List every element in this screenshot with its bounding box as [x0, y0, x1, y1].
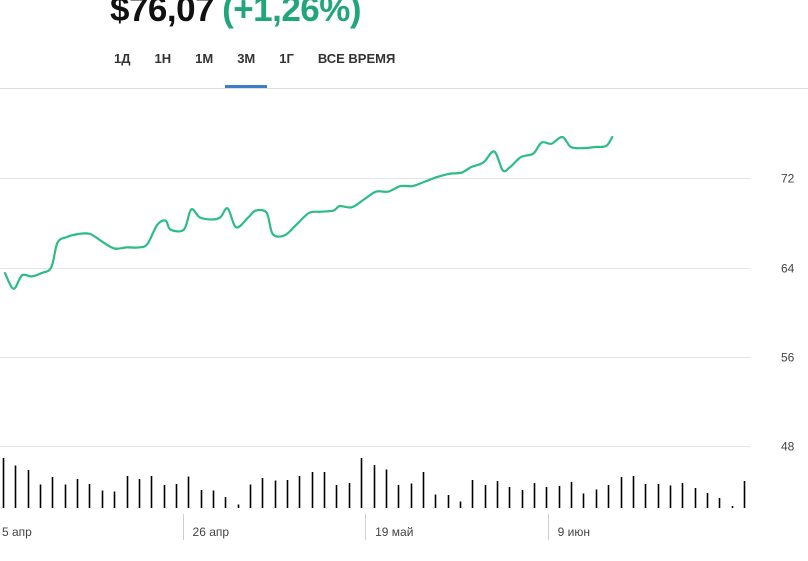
volume-bars [2, 458, 746, 508]
range-tabs: 1Д 1Н 1М 3М 1Г ВСЕ ВРЕМЯ [102, 44, 407, 90]
range-tab[interactable]: 1Г [279, 51, 294, 66]
x-tick-label: 9 июн [558, 525, 590, 539]
x-tick-label: 5 апр [2, 525, 32, 539]
range-tab[interactable]: 1Д [114, 51, 131, 66]
price-line [3, 135, 614, 290]
range-tab[interactable]: ВСЕ ВРЕМЯ [317, 51, 396, 66]
range-tab[interactable]: 1Н [154, 51, 172, 66]
y-tick-label: 48 [781, 440, 795, 454]
range-tab[interactable]: 1М [195, 51, 214, 66]
y-tick-label: 64 [781, 262, 795, 276]
header-divider [0, 88, 808, 89]
y-tick-label: 72 [781, 172, 795, 186]
price-header: $76,07 (+1,26%) [110, 0, 362, 30]
grid-lines [0, 178, 750, 447]
price-change: (+1,26%) [222, 0, 362, 29]
x-tick-label: 19 май [375, 525, 413, 539]
x-tick-label: 26 апр [193, 525, 230, 539]
range-tab[interactable]: 3М [225, 44, 268, 88]
y-axis-labels: 72 64 56 48 [781, 172, 795, 454]
current-price: $76,07 [110, 0, 215, 29]
x-axis-labels: 5 апр 26 апр 19 май 9 июн [2, 525, 590, 539]
y-tick-label: 56 [781, 351, 795, 365]
x-axis-ticks [183, 514, 549, 540]
